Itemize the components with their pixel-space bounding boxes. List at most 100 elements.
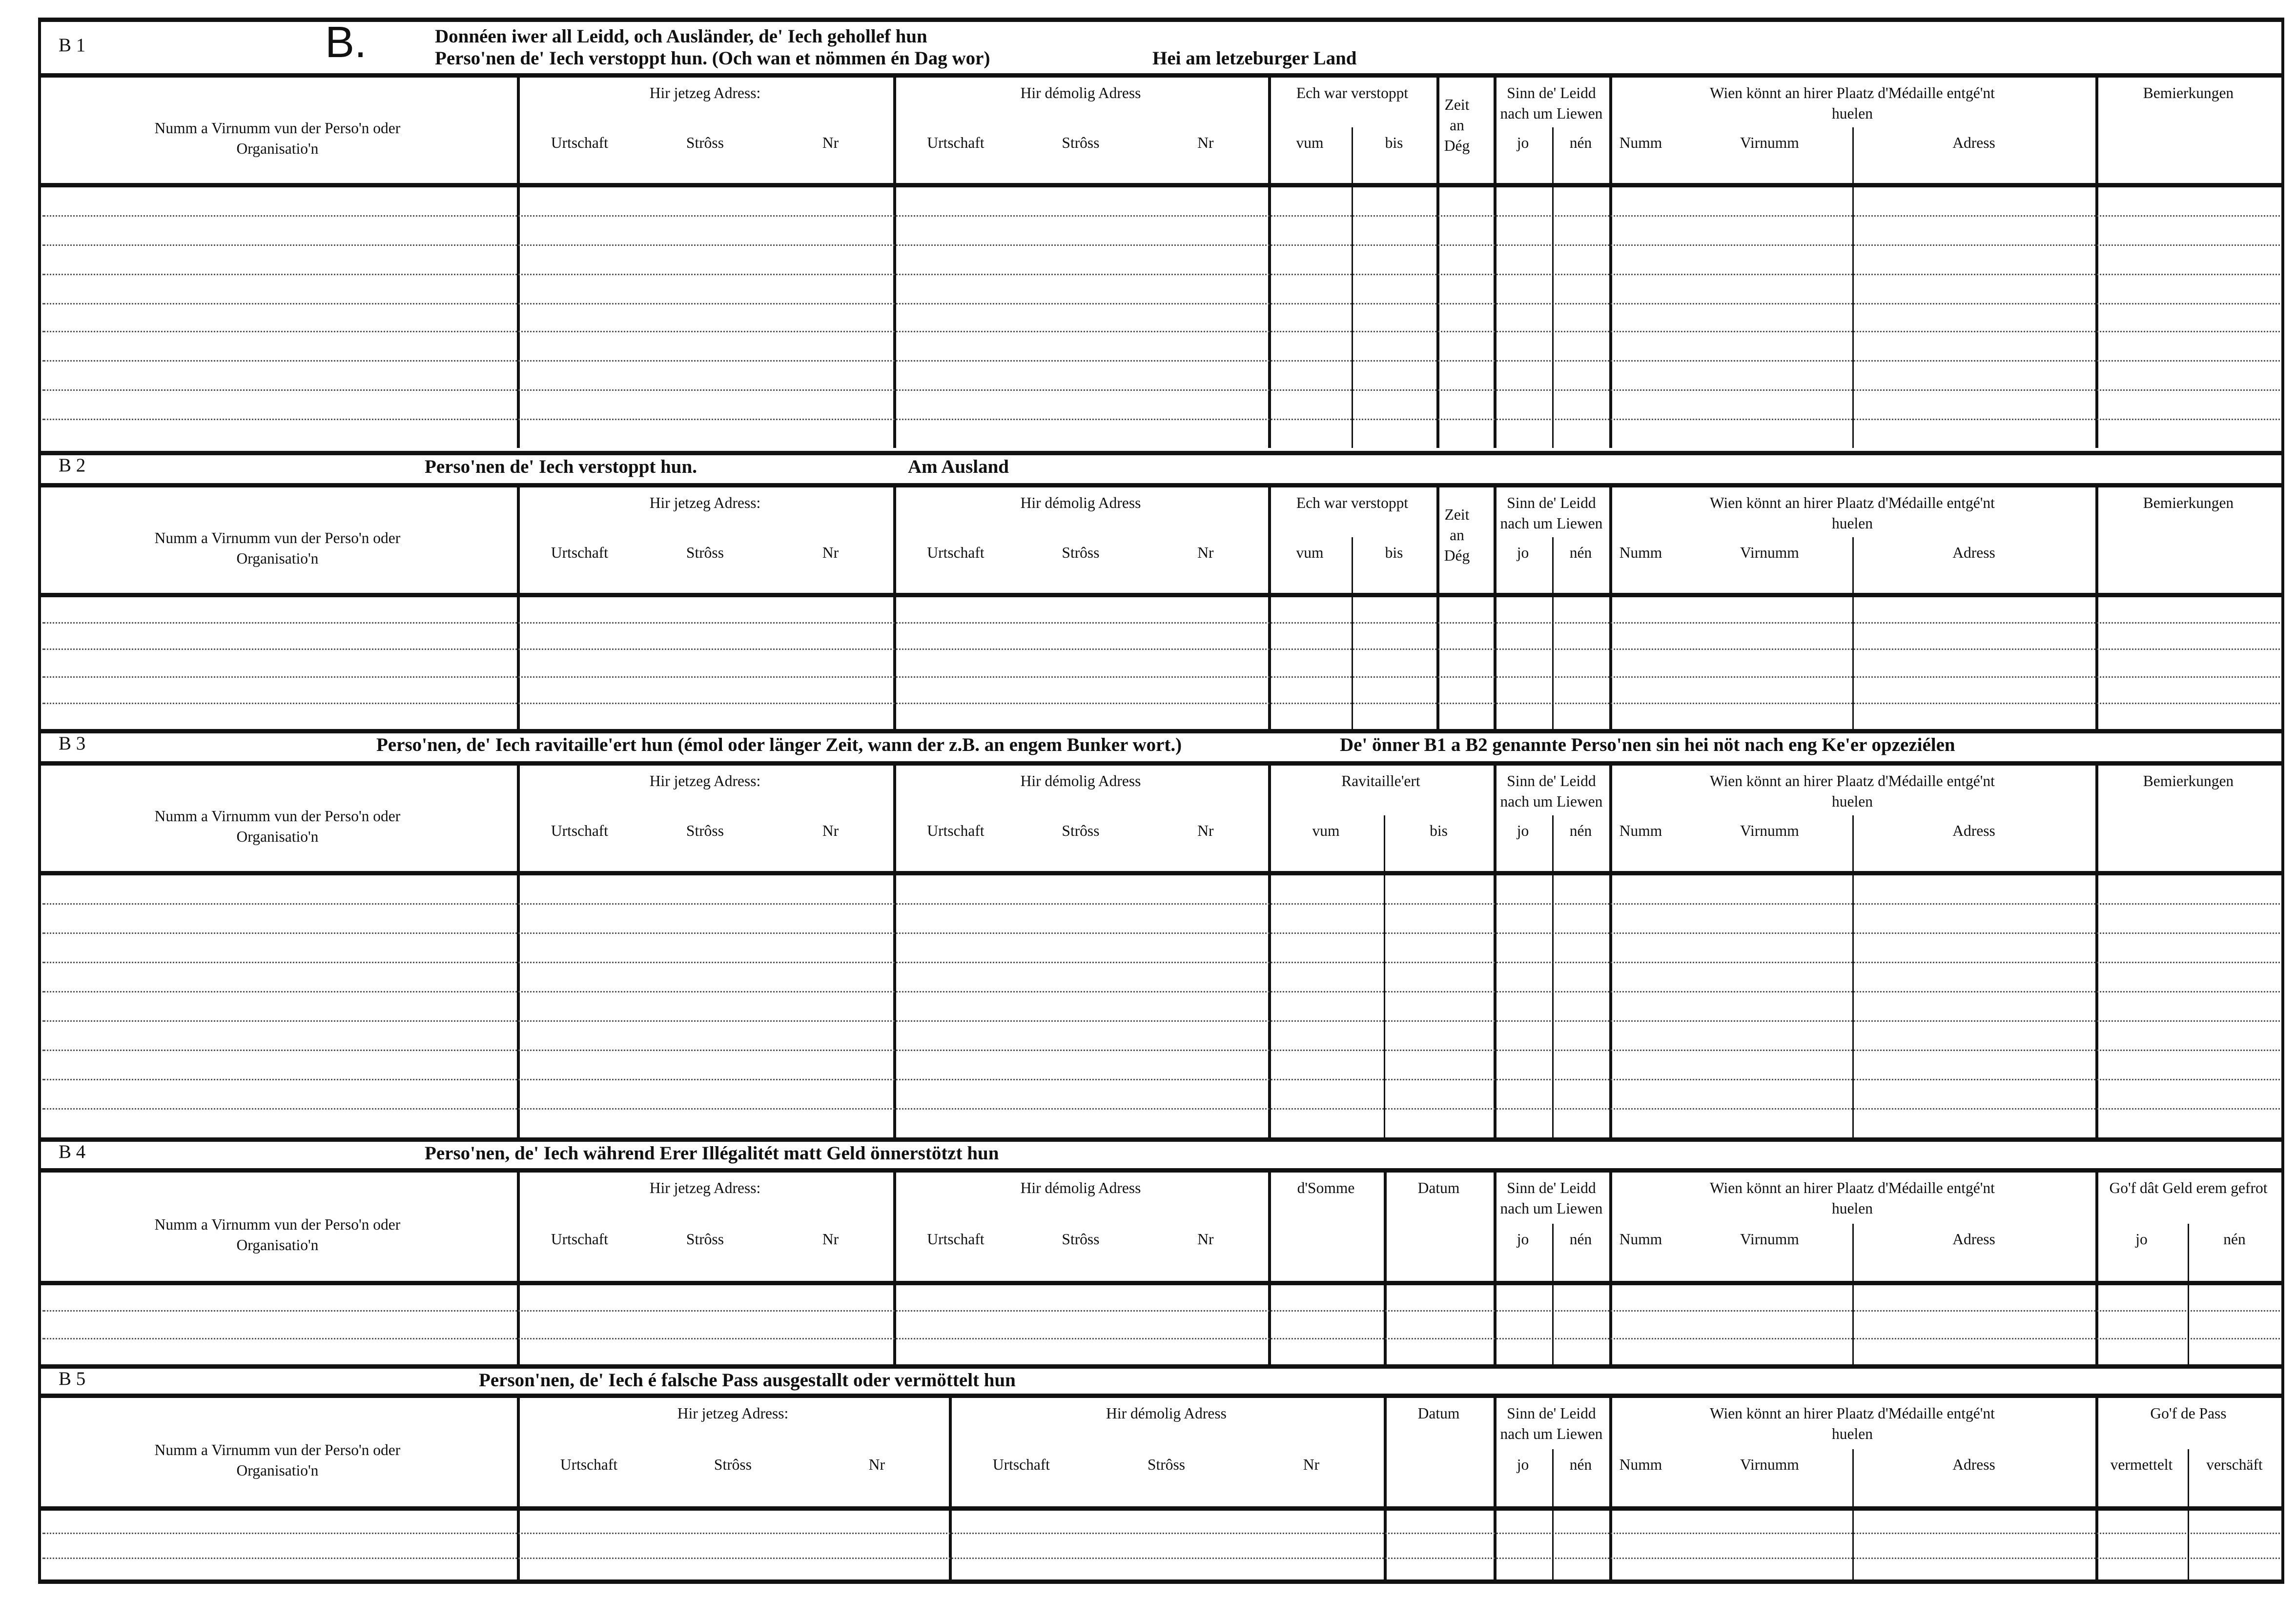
header-top-rule [38, 1394, 2284, 1398]
sub-column-header: vum [1312, 823, 1340, 840]
sub-column-header: Urtschaft [927, 135, 984, 152]
entry-line[interactable] [42, 991, 2280, 992]
sub-column-header: Nr [1197, 545, 1214, 562]
sub-column-header: Strôss [1062, 823, 1100, 840]
column-header: Ravitaille'ert [1341, 774, 1420, 790]
column-divider [893, 764, 896, 1137]
section-label: B 5 [59, 1367, 86, 1389]
entry-line[interactable] [42, 1050, 2280, 1051]
sub-column-header: Strôss [686, 823, 724, 840]
entry-line[interactable] [42, 649, 2280, 651]
column-header: Wien könnt an hirer Plaatz d'Médaille en… [1710, 496, 1995, 533]
column-header: d'Somme [1297, 1181, 1355, 1197]
sub-column-header: Nr [822, 545, 839, 562]
section-top-rule [38, 451, 2284, 455]
sub-column-header: Numm [1619, 1457, 1662, 1474]
column-divider [517, 1171, 520, 1364]
entry-line[interactable] [42, 389, 2280, 391]
sub-column-header: vum [1296, 545, 1324, 562]
header-top-rule [38, 483, 2284, 487]
section-title: Perso'nen, de' Iech während Erer Illégal… [425, 1142, 999, 1164]
sub-column-header: Urtschaft [560, 1457, 618, 1474]
column-divider [1609, 1171, 1612, 1364]
column-header: Hir démolig Adress [1106, 1407, 1227, 1423]
column-divider [517, 1397, 520, 1581]
section-label: B 3 [59, 732, 86, 754]
section-label: B 4 [59, 1140, 86, 1162]
column-header: Sinn de' Leidd nach um Liewen [1500, 774, 1603, 811]
entry-line[interactable] [42, 962, 2280, 963]
sub-column-header: jo [1517, 823, 1529, 840]
column-header: Wien könnt an hirer Plaatz d'Médaille en… [1710, 1407, 1995, 1443]
column-header: Datum [1417, 1407, 1460, 1423]
column-header: Sinn de' Leidd nach um Liewen [1500, 1407, 1603, 1443]
column-divider [1436, 486, 1439, 729]
section-label: B 1 [59, 34, 86, 56]
column-divider [1268, 76, 1271, 448]
sub-column-header: Adress [1952, 823, 1995, 840]
sub-column-header: vermettelt [2110, 1457, 2173, 1474]
entry-line[interactable] [42, 1108, 2280, 1110]
sub-column-header: vum [1296, 135, 1324, 152]
entry-line[interactable] [42, 1533, 2280, 1535]
sub-column-divider [2188, 1449, 2189, 1581]
section-top-rule [38, 18, 2284, 22]
entry-line[interactable] [42, 675, 2280, 677]
sub-column-header: Strôss [1062, 135, 1100, 152]
entry-line[interactable] [42, 419, 2280, 421]
header-top-rule [38, 1168, 2284, 1173]
column-header: Numm a Virnumm vun der Perso'n oder Orga… [154, 121, 401, 158]
column-divider [1268, 486, 1271, 729]
sub-column-header: Adress [1952, 545, 1995, 562]
entry-line[interactable] [42, 244, 2280, 246]
section-title: Perso'nen, de' Iech ravitaille'ert hun (… [376, 733, 1182, 755]
sub-column-header: Urtschaft [551, 1232, 609, 1249]
sub-column-header: nén [1569, 1232, 1592, 1249]
section-top-rule [38, 729, 2284, 733]
section-title: Perso'nen de' Iech verstoppt hun. [425, 455, 697, 477]
section-title: Perso'nen de' Iech verstoppt hun. (Och w… [435, 47, 990, 69]
column-header: Bemierkungen [2143, 496, 2234, 512]
sub-column-header: Virnumm [1740, 823, 1799, 840]
entry-line[interactable] [42, 215, 2280, 217]
sub-column-header: Urtschaft [551, 823, 609, 840]
sub-column-divider [1552, 814, 1554, 1137]
column-divider [949, 1397, 952, 1581]
entry-line[interactable] [42, 360, 2280, 362]
column-header: Numm a Virnumm vun der Perso'n oder Orga… [154, 1442, 401, 1479]
section-top-rule [38, 1137, 2284, 1142]
header-bottom-rule [38, 871, 2284, 875]
section-title: Donnéen iwer all Leidd, och Ausländer, d… [435, 25, 927, 47]
entry-line[interactable] [42, 1079, 2280, 1080]
frame-bottom [38, 1579, 2284, 1584]
sub-column-header: Strôss [1062, 1232, 1100, 1249]
column-divider [1494, 1397, 1496, 1581]
entry-line[interactable] [42, 1337, 2280, 1339]
sub-column-header: nén [1569, 545, 1592, 562]
header-bottom-rule [38, 183, 2284, 187]
sub-column-header: Adress [1952, 1232, 1995, 1249]
entry-line[interactable] [42, 702, 2280, 704]
entry-line[interactable] [42, 903, 2280, 905]
entry-line[interactable] [42, 1310, 2280, 1312]
entry-line[interactable] [42, 622, 2280, 624]
sub-column-header: Strôss [714, 1457, 752, 1474]
sub-column-header: jo [1517, 135, 1529, 152]
sub-column-header: Nr [1197, 1232, 1214, 1249]
entry-line[interactable] [42, 932, 2280, 934]
sub-column-header: Numm [1619, 1232, 1662, 1249]
column-divider [893, 486, 896, 729]
sub-column-header: bis [1385, 135, 1403, 152]
entry-line[interactable] [42, 1020, 2280, 1022]
sub-column-divider [1352, 126, 1353, 448]
sub-column-header: Numm [1619, 135, 1662, 152]
entry-line[interactable] [42, 331, 2280, 333]
sub-column-divider [1552, 1223, 1554, 1364]
column-divider [2095, 1171, 2098, 1364]
column-divider [1494, 76, 1496, 448]
entry-line[interactable] [42, 273, 2280, 275]
entry-line[interactable] [42, 1557, 2280, 1559]
column-header: Zeit an Dég [1444, 508, 1470, 565]
column-header: Sinn de' Leidd nach um Liewen [1500, 1181, 1603, 1218]
entry-line[interactable] [42, 302, 2280, 304]
